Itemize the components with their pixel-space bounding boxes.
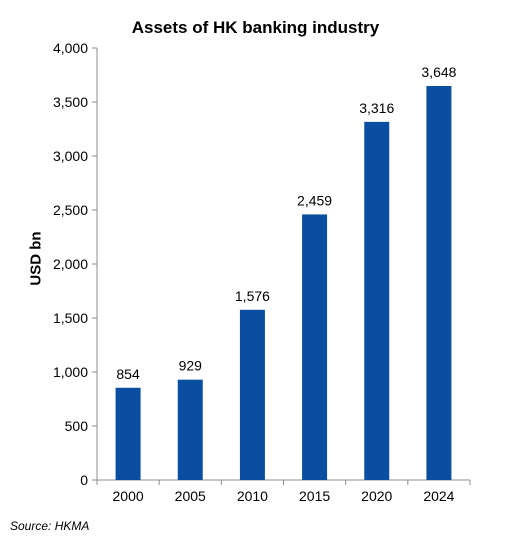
y-tick-label: 3,500 <box>53 94 88 110</box>
bar-2000 <box>115 387 141 480</box>
data-label-2020: 3,316 <box>359 100 394 116</box>
bar-2015 <box>302 214 328 481</box>
y-tick-label: 3,000 <box>53 148 88 164</box>
chart-title: Assets of HK banking industry <box>131 18 380 37</box>
y-tick-label: 4,000 <box>53 40 88 56</box>
bar-2024 <box>426 86 452 481</box>
x-tick-label-2024: 2024 <box>423 488 454 504</box>
bar-2010 <box>239 309 265 480</box>
data-label-2010: 1,576 <box>235 288 270 304</box>
x-tick-label-2005: 2005 <box>175 488 206 504</box>
x-tick-label-2010: 2010 <box>237 488 268 504</box>
y-tick-label: 1,500 <box>53 310 88 326</box>
data-label-2000: 854 <box>116 366 140 382</box>
x-tick-label-2015: 2015 <box>299 488 330 504</box>
bar-2020 <box>364 121 390 480</box>
bar-2005 <box>177 379 203 480</box>
y-tick-label: 0 <box>80 472 88 488</box>
x-tick-label-2000: 2000 <box>113 488 144 504</box>
data-label-2024: 3,648 <box>421 64 456 80</box>
x-tick-label-2020: 2020 <box>361 488 392 504</box>
data-label-2005: 929 <box>179 358 203 374</box>
y-tick-label: 2,500 <box>53 202 88 218</box>
source-note: Source: HKMA <box>10 519 90 533</box>
y-tick-label: 1,000 <box>53 364 88 380</box>
y-tick-label: 2,000 <box>53 256 88 272</box>
data-label-2015: 2,459 <box>297 192 332 208</box>
y-tick-label: 500 <box>65 418 89 434</box>
